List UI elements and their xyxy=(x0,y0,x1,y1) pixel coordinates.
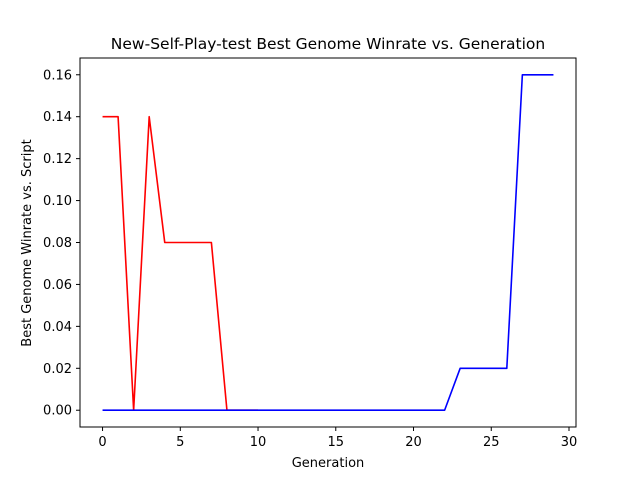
y-tick-label: 0.00 xyxy=(43,404,72,419)
y-tick-label: 0.14 xyxy=(43,110,72,125)
x-tick-label: 5 xyxy=(176,435,184,450)
x-tick-label: 10 xyxy=(250,435,267,450)
x-tick-label: 15 xyxy=(328,435,345,450)
x-tick-label: 20 xyxy=(405,435,422,450)
y-axis-label: Best Genome Winrate vs. Script xyxy=(20,139,35,346)
y-tick-label: 0.02 xyxy=(43,362,72,377)
y-tick-label: 0.10 xyxy=(43,194,72,209)
x-axis-label: Generation xyxy=(292,456,365,471)
y-tick-label: 0.06 xyxy=(43,278,72,293)
series-line-2 xyxy=(102,73,554,412)
y-tick-label: 0.16 xyxy=(43,68,72,83)
x-tick-label: 0 xyxy=(98,435,106,450)
series-layer xyxy=(102,73,554,412)
y-tick-label: 0.04 xyxy=(43,320,72,335)
y-axis-ticks: 0.00 0.02 0.04 0.06 0.08 0.10 0.12 0.14 0.16 xyxy=(43,68,80,419)
chart-title: New-Self-Play-test Best Genome Winrate v… xyxy=(111,35,545,53)
x-tick-label: 25 xyxy=(483,435,500,450)
x-tick-label: 30 xyxy=(561,435,578,450)
y-tick-label: 0.12 xyxy=(43,152,72,167)
x-axis-ticks: 0 5 10 15 20 25 30 xyxy=(98,427,577,450)
y-tick-label: 0.08 xyxy=(43,236,72,251)
